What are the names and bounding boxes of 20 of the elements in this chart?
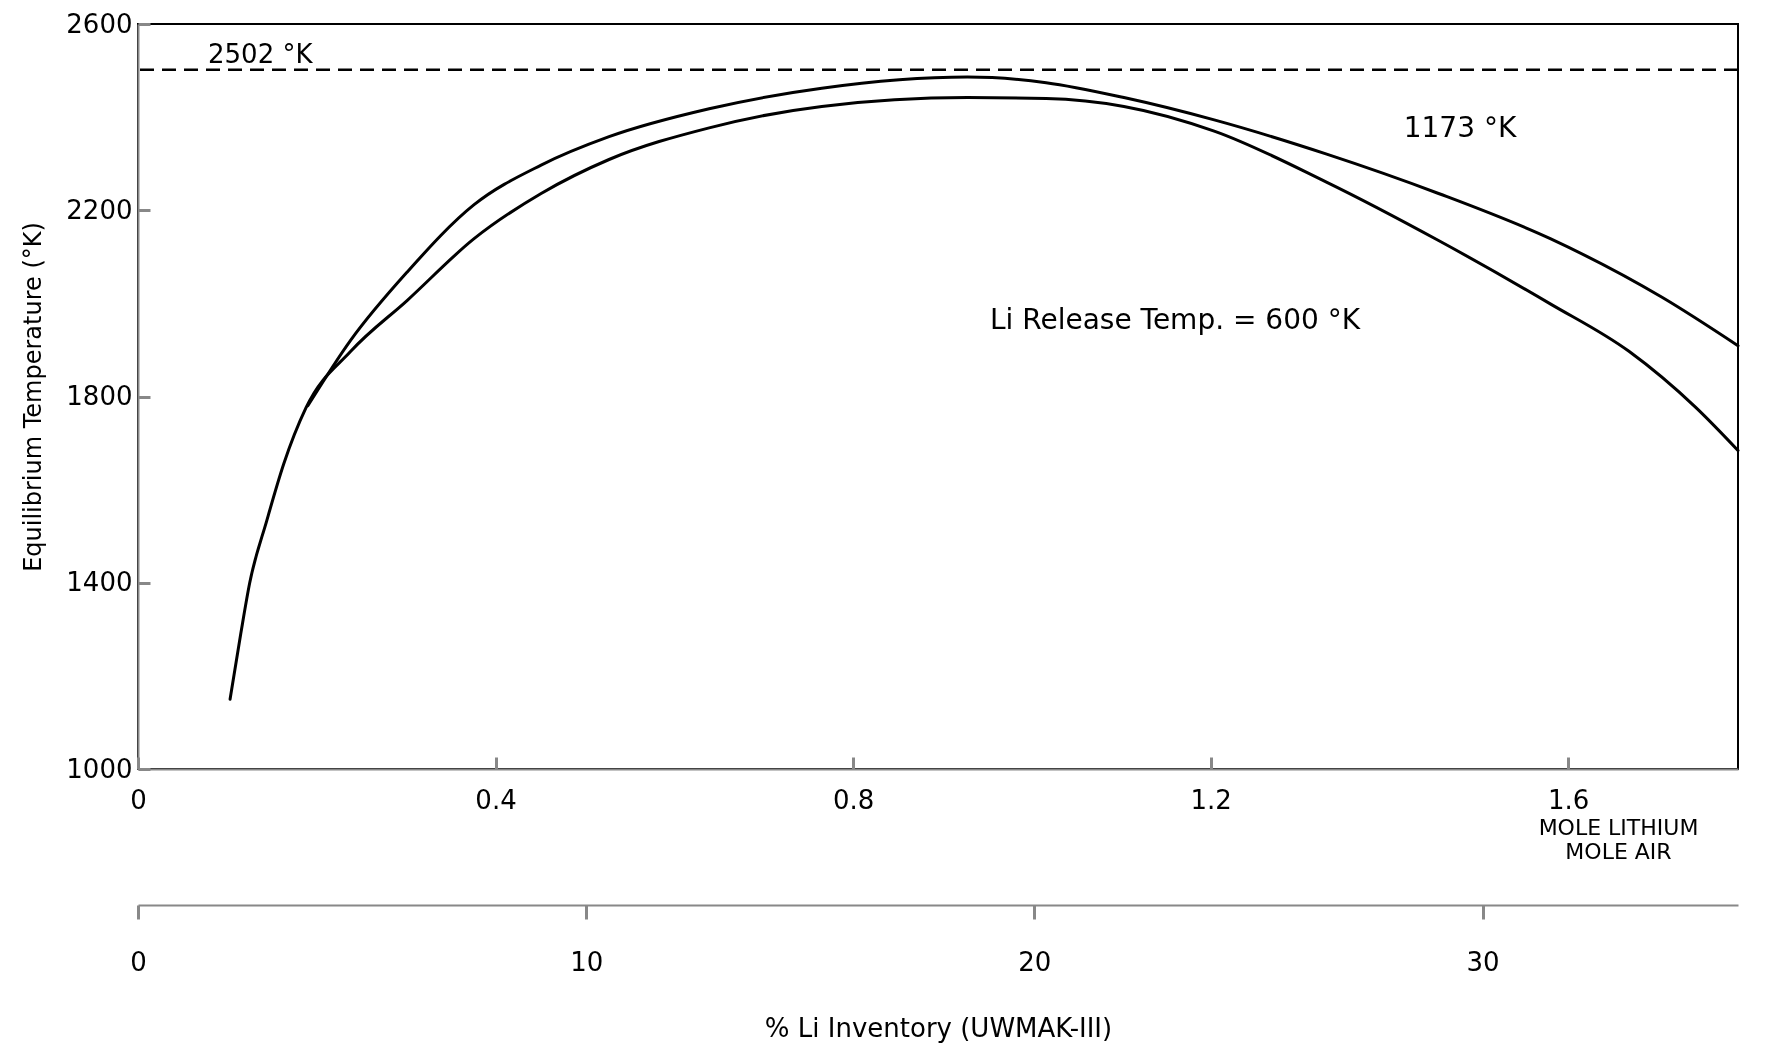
x2-tick-label: 20 — [1018, 946, 1052, 977]
x2-tick-label: 10 — [570, 946, 604, 977]
y-tick-label: 2600 — [66, 8, 133, 39]
x-tick-label: 0 — [130, 784, 147, 815]
x2-axis-title: % Li Inventory (UWMAK-III) — [764, 1012, 1113, 1043]
x2-tick-label: 0 — [130, 946, 147, 977]
x-tick-label: 1.2 — [1190, 784, 1232, 815]
ref-line-label: 2502 °K — [208, 38, 314, 69]
x-tick-label: 0.8 — [832, 784, 875, 815]
x-tick-label: 1.6 — [1547, 784, 1590, 815]
y-tick-label: 2200 — [66, 194, 133, 225]
x2-tick-label: 30 — [1466, 946, 1500, 977]
y-tick-label: 1400 — [66, 567, 133, 598]
y-tick-label: 1800 — [66, 381, 133, 411]
annotation: 1173 °K — [1403, 111, 1517, 144]
x-tick-label: 0.4 — [475, 784, 517, 815]
y-tick-label: 1000 — [66, 753, 133, 784]
annotation: Li Release Temp. = 600 °K — [989, 303, 1361, 336]
y-axis-title: Equilibrium Temperature (°K) — [19, 222, 48, 572]
x-axis-title: MOLE LITHIUM MOLE AIR — [1538, 814, 1699, 864]
